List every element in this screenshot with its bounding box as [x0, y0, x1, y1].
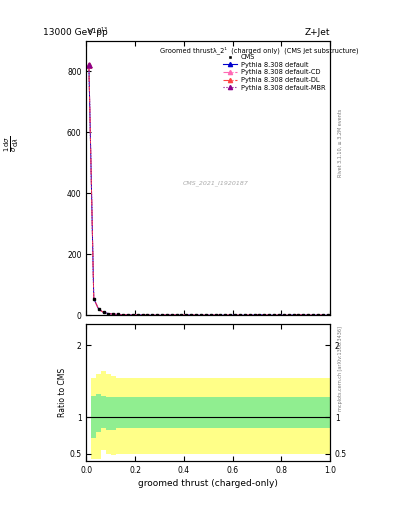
- Text: mcplots.cern.ch [arXiv:1306.3436]: mcplots.cern.ch [arXiv:1306.3436]: [338, 326, 343, 411]
- Text: Z+Jet: Z+Jet: [305, 28, 330, 37]
- Text: $\times10^{13}$: $\times10^{13}$: [86, 26, 109, 37]
- Legend: CMS, Pythia 8.308 default, Pythia 8.308 default-CD, Pythia 8.308 default-DL, Pyt: CMS, Pythia 8.308 default, Pythia 8.308 …: [222, 53, 327, 92]
- Text: $\frac{1}{\sigma}\frac{\mathrm{d}\sigma}{\mathrm{d}\lambda}$: $\frac{1}{\sigma}\frac{\mathrm{d}\sigma}…: [3, 135, 21, 152]
- Text: Rivet 3.1.10, ≥ 3.2M events: Rivet 3.1.10, ≥ 3.2M events: [338, 109, 343, 178]
- Text: 13000 GeV pp: 13000 GeV pp: [42, 28, 107, 37]
- Text: Groomed thrustλ_2¹  (charged only)  (CMS jet substructure): Groomed thrustλ_2¹ (charged only) (CMS j…: [160, 47, 358, 54]
- Y-axis label: Ratio to CMS: Ratio to CMS: [58, 368, 67, 417]
- X-axis label: groomed thrust (charged-only): groomed thrust (charged-only): [138, 479, 278, 488]
- Text: CMS_2021_I1920187: CMS_2021_I1920187: [183, 181, 248, 186]
